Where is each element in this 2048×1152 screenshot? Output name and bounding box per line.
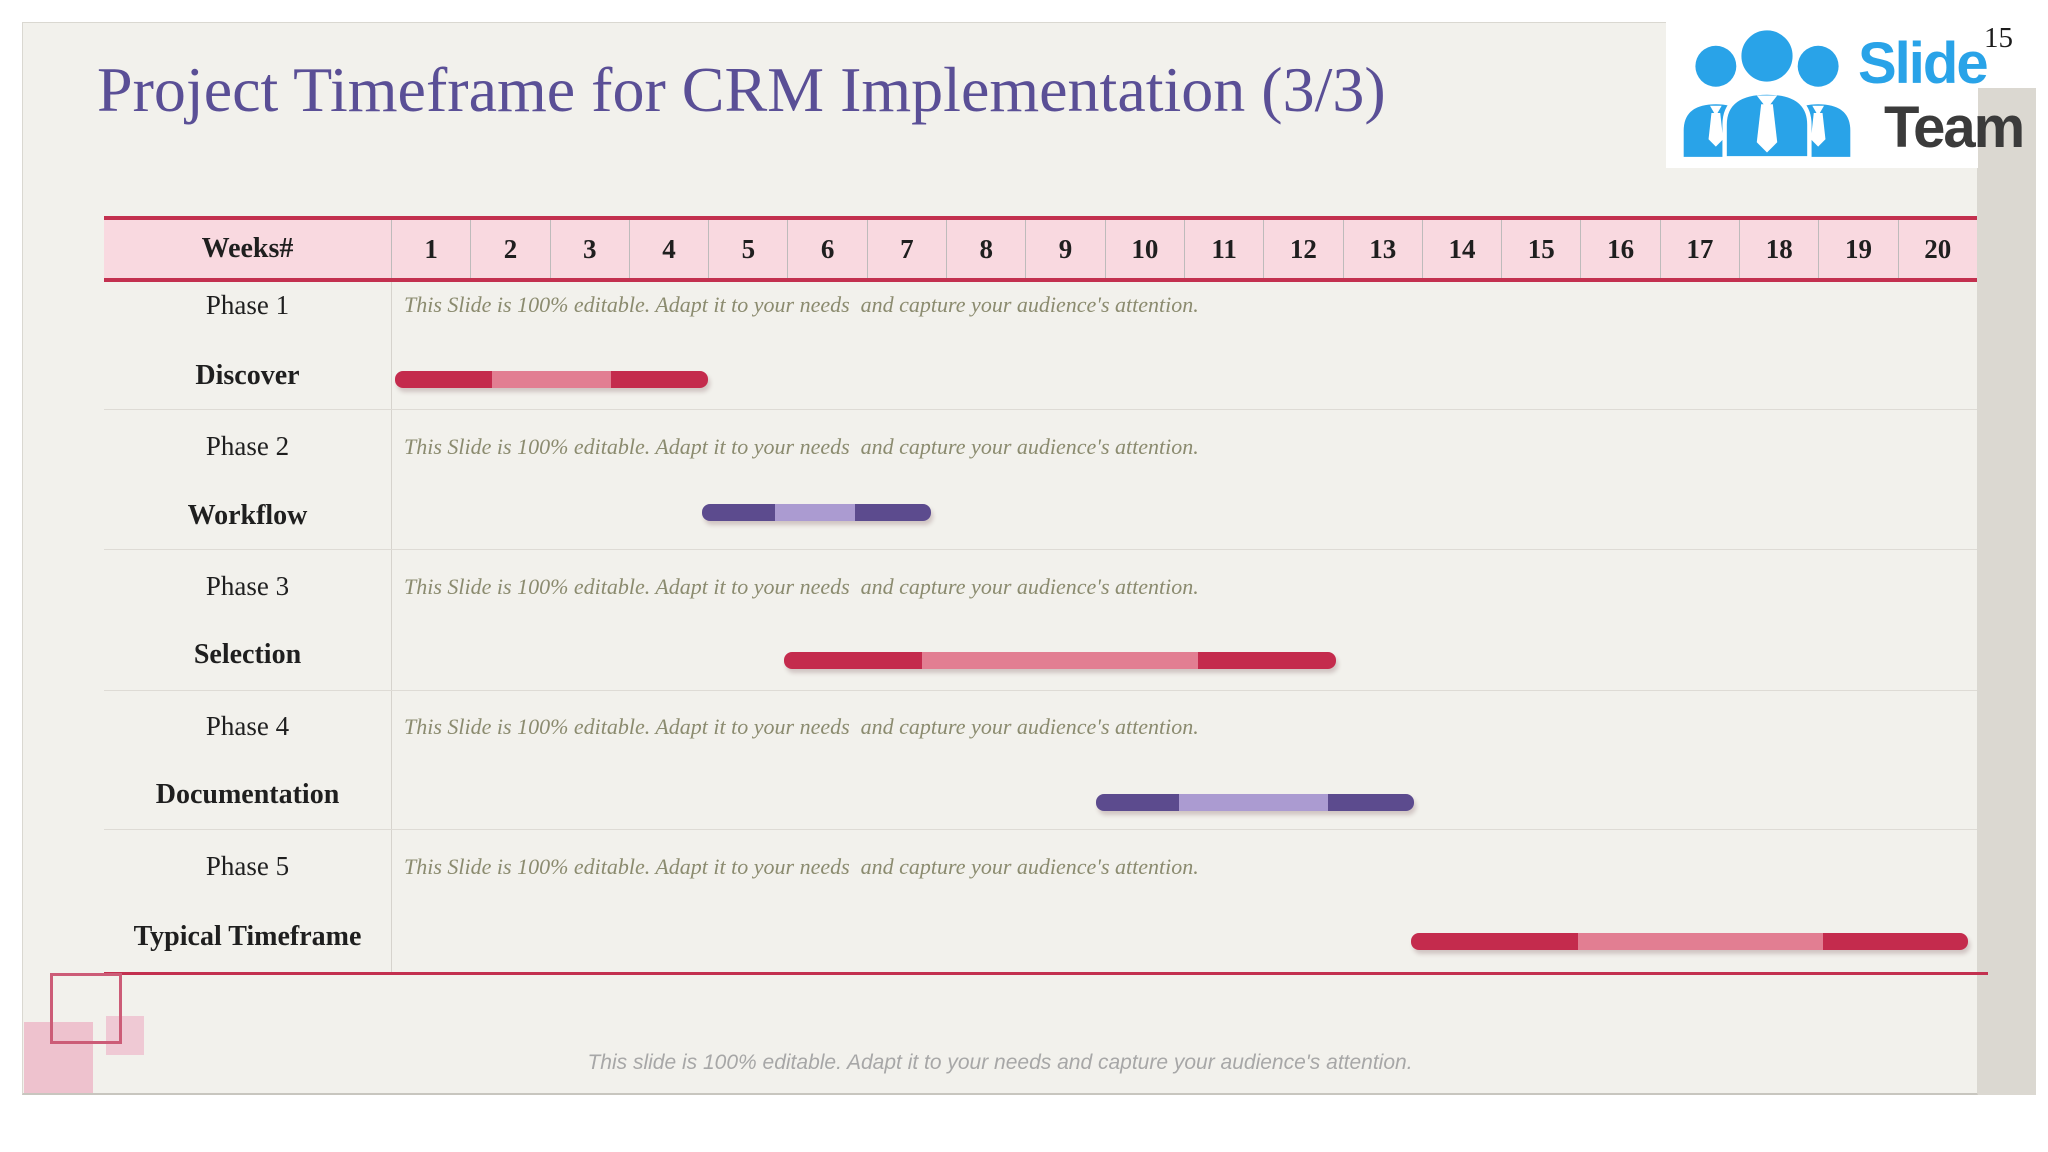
gantt-row-phase4: Phase 4 This Slide is 100% editable. Ada… [104,691,1977,830]
task-label: Documentation [155,779,340,810]
gantt-row-phase5: Phase 5 This Slide is 100% editable. Ada… [104,830,1977,974]
bar-segment [1095,794,1179,811]
people-icon [1683,28,1851,160]
week-cell: 12 [1263,220,1342,278]
bar-segment [1198,652,1337,669]
bar-zone [391,282,1977,409]
weeks-header-label: Weeks# [201,233,294,264]
footer-note: This slide is 100% editable. Adapt it to… [587,1051,1413,1074]
bar-zone [391,691,1977,829]
week-cell: 1 [391,220,470,278]
bar-segment [1178,794,1329,811]
phase-label: Phase 3 [205,571,290,601]
bar-segment [775,504,856,521]
bar-segment [394,371,493,388]
week-cell: 19 [1818,220,1897,278]
phase-label: Phase 4 [205,711,290,741]
week-cell: 20 [1897,220,1977,278]
editable-note: This Slide is 100% editable. Adapt it to… [404,434,1199,459]
bottom-accent-line [104,972,1988,975]
bar-segment [855,504,931,521]
week-cell: 6 [787,220,866,278]
decor-pink-square-small [106,1016,144,1055]
week-cell: 7 [866,220,946,278]
week-cell: 5 [708,220,787,278]
gantt-row-phase3: Phase 3 This Slide is 100% editable. Ada… [104,550,1977,691]
bar-segment [1410,933,1579,950]
bar-segment [1823,933,1969,950]
week-cell: 17 [1659,220,1739,278]
week-numbers-strip: 1 2 3 4 5 6 7 8 9 10 11 12 13 14 15 16 17 18 19 20 [391,220,1977,278]
bar-zone [391,830,1977,974]
bar-zone [391,410,1977,549]
page-title: Project Timeframe for CRM Implementation… [97,54,1386,125]
task-label: Typical Timeframe [133,921,362,952]
gantt-bar-typical-timeframe [1410,933,1969,950]
task-label: Selection [193,639,302,670]
gantt-table: Weeks# 1 2 3 4 5 6 7 8 9 10 11 12 13 14 15 16 17 18 19 20 P… [104,216,1977,974]
phase-label: Phase 5 [205,851,290,881]
bar-segment [1578,933,1824,950]
week-cell: 18 [1739,220,1818,278]
bar-segment [611,371,709,388]
bar-segment [1328,794,1414,811]
week-cell: 4 [628,220,708,278]
phase-label: Phase 2 [205,431,290,461]
week-cell: 2 [470,220,549,278]
editable-note: This Slide is 100% editable. Adapt it to… [404,574,1199,599]
bar-segment [701,504,776,521]
gantt-bar-selection [784,652,1337,669]
week-cell: 11 [1183,220,1263,278]
phase-label: Phase 1 [205,290,290,320]
slideteam-logo: Slide Team [1666,20,2025,168]
week-header-row: Weeks# 1 2 3 4 5 6 7 8 9 10 11 12 13 14 15 16 17 18 19 20 [104,216,1977,282]
week-cell: 15 [1501,220,1580,278]
gantt-row-phase2: Phase 2 This Slide is 100% editable. Ada… [104,410,1977,550]
bar-segment [492,371,612,388]
gantt-bar-workflow [701,504,931,521]
week-cell: 9 [1025,220,1104,278]
task-label: Discover [195,360,300,391]
decor-pink-square-large [24,1022,93,1093]
week-cell: 13 [1342,220,1422,278]
page-number: 15 [1984,22,2013,54]
slide-canvas: Project Timeframe for CRM Implementation… [22,22,1988,1095]
bar-zone [391,550,1977,690]
week-cell: 3 [549,220,629,278]
editable-note: This Slide is 100% editable. Adapt it to… [404,714,1199,739]
week-cell: 14 [1421,220,1501,278]
right-edge-strip [1978,88,2036,1095]
task-label: Workflow [187,500,308,531]
week-cell: 8 [946,220,1025,278]
logo-word-team: Team [1884,95,2025,160]
editable-note: This Slide is 100% editable. Adapt it to… [404,854,1199,879]
gantt-bar-documentation [1095,794,1414,811]
week-cell: 10 [1104,220,1184,278]
label-column-divider [391,282,392,974]
gantt-row-phase1: Phase 1 This Slide is 100% editable. Ada… [104,282,1977,410]
bar-segment [784,652,923,669]
bar-segment [922,652,1199,669]
gantt-bar-discover [394,371,709,388]
decor-outline-square [50,973,122,1044]
logo-word-slide: Slide [1858,31,1989,96]
week-cell: 16 [1580,220,1659,278]
editable-note: This Slide is 100% editable. Adapt it to… [404,292,1199,317]
